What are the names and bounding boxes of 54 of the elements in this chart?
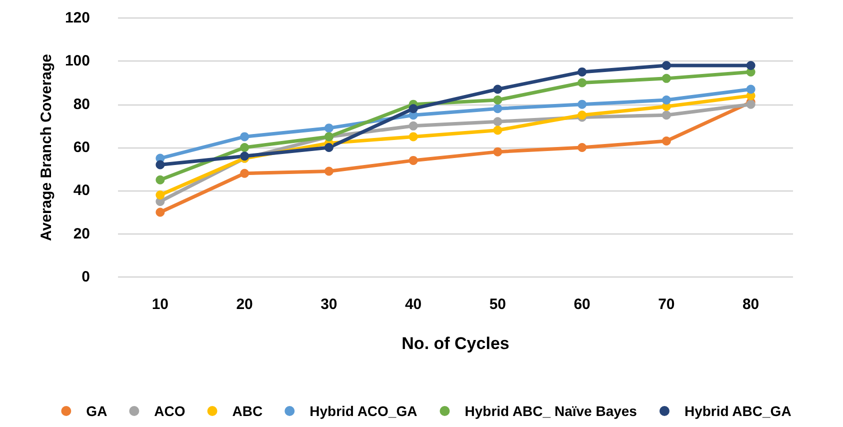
point (578, 143, 587, 152)
y-tick-label: 120 (64, 10, 90, 26)
point (408, 156, 418, 165)
point (493, 126, 502, 135)
point (240, 143, 250, 152)
y-tick-label: 40 (73, 182, 90, 200)
legend-label: Hybrid ABC_ Naïve Bayes (464, 403, 638, 419)
y-tick-label: 20 (73, 225, 90, 242)
point (493, 96, 502, 105)
point (662, 110, 671, 120)
point (493, 84, 502, 94)
point (408, 104, 418, 114)
point (493, 117, 502, 126)
point (324, 143, 334, 152)
point (662, 74, 671, 83)
x-tick-label: 50 (489, 296, 506, 313)
point (493, 104, 502, 114)
y-tick-label: 100 (64, 52, 90, 70)
x-tick-label: 60 (574, 296, 590, 313)
y-tick-label: 60 (73, 139, 90, 156)
legend-label: ACO (154, 403, 186, 419)
legend-label: GA (86, 403, 108, 419)
point (746, 84, 756, 94)
point (746, 60, 756, 70)
legend-label: Hybrid ABC_GA (684, 403, 792, 419)
x-tick-label: 40 (404, 296, 422, 313)
point (578, 78, 587, 88)
legend-label: Hybrid ACO_GA (310, 403, 418, 419)
y-tick-label: 80 (73, 96, 90, 113)
point (493, 147, 502, 156)
point (324, 166, 334, 176)
point (662, 96, 671, 105)
point (408, 132, 418, 142)
legend-label: ABC (232, 403, 263, 419)
x-axis-title: No. of Cycles (402, 334, 510, 353)
x-tick-label: 10 (152, 296, 169, 313)
point (578, 100, 587, 109)
x-tick-label: 20 (236, 296, 253, 313)
y-tick-label: 0 (82, 268, 90, 286)
y-axis-title: Average Branch Coverage (38, 54, 56, 242)
point (324, 124, 334, 133)
point (408, 121, 418, 130)
x-tick-label: 70 (658, 296, 675, 313)
point (156, 160, 165, 170)
point (662, 136, 671, 146)
point (662, 60, 671, 70)
point (240, 168, 250, 178)
point (156, 208, 165, 217)
point (578, 67, 587, 76)
point (240, 132, 250, 142)
point (156, 190, 165, 200)
point (156, 175, 165, 184)
x-tick-label: 80 (742, 296, 760, 313)
x-tick-label: 30 (320, 296, 338, 313)
